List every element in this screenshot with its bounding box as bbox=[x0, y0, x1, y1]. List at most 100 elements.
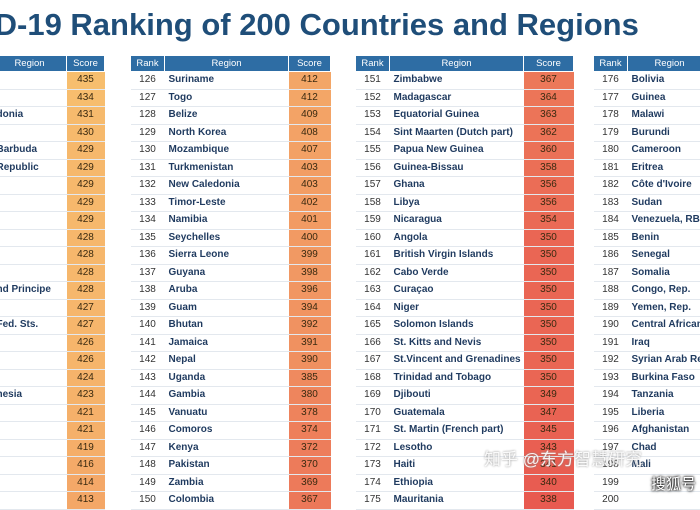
rank-cell: 175 bbox=[356, 492, 390, 510]
score-header: Score bbox=[524, 56, 574, 72]
region-cell bbox=[0, 194, 67, 212]
rank-cell: 171 bbox=[356, 422, 390, 440]
rank-cell: 163 bbox=[356, 282, 390, 300]
region-cell: nesia bbox=[0, 387, 67, 405]
rank-cell: 176 bbox=[594, 72, 628, 90]
score-cell: 413 bbox=[67, 492, 105, 510]
region-cell: Papua New Guinea bbox=[390, 142, 524, 160]
page-title: ID-19 Ranking of 200 Countries and Regio… bbox=[0, 2, 639, 48]
table-row: 428 bbox=[0, 247, 105, 265]
rank-cell: 128 bbox=[131, 107, 165, 125]
score-cell: 429 bbox=[67, 142, 105, 160]
region-cell: Equatorial Guinea bbox=[390, 107, 524, 125]
score-cell: 391 bbox=[289, 334, 331, 352]
region-header: Region bbox=[390, 56, 524, 72]
region-cell: Angola bbox=[390, 229, 524, 247]
rank-header: Rank bbox=[131, 56, 165, 72]
table-row: 200 bbox=[594, 492, 700, 510]
region-cell bbox=[0, 72, 67, 90]
region-cell: Madagascar bbox=[390, 89, 524, 107]
rank-cell: 183 bbox=[594, 194, 628, 212]
region-cell bbox=[0, 492, 67, 510]
score-cell: 428 bbox=[67, 247, 105, 265]
region-cell: Senegal bbox=[628, 247, 700, 265]
region-cell: Solomon Islands bbox=[390, 317, 524, 335]
score-cell: 350 bbox=[524, 299, 574, 317]
score-cell: 414 bbox=[67, 474, 105, 492]
table-row: 429 bbox=[0, 212, 105, 230]
region-cell: Iraq bbox=[628, 334, 700, 352]
region-cell: Curaçao bbox=[390, 282, 524, 300]
region-cell: Guinea-Bissau bbox=[390, 159, 524, 177]
rank-cell: 173 bbox=[356, 457, 390, 475]
rank-cell: 148 bbox=[131, 457, 165, 475]
region-cell bbox=[0, 212, 67, 230]
score-cell: 362 bbox=[524, 124, 574, 142]
table-row: 419 bbox=[0, 439, 105, 457]
score-cell: 370 bbox=[289, 457, 331, 475]
rank-cell: 126 bbox=[131, 72, 165, 90]
rank-cell: 130 bbox=[131, 142, 165, 160]
region-cell bbox=[0, 474, 67, 492]
score-cell: 380 bbox=[289, 387, 331, 405]
score-cell: 372 bbox=[289, 439, 331, 457]
score-cell: 421 bbox=[67, 422, 105, 440]
score-cell: 431 bbox=[67, 107, 105, 125]
score-cell: 350 bbox=[524, 229, 574, 247]
rank-cell: 174 bbox=[356, 474, 390, 492]
rank-cell: 169 bbox=[356, 387, 390, 405]
region-cell: Libya bbox=[390, 194, 524, 212]
region-cell: Bolivia bbox=[628, 72, 700, 90]
rank-cell: 162 bbox=[356, 264, 390, 282]
region-cell: Zambia bbox=[165, 474, 289, 492]
table-row: 429 bbox=[0, 194, 105, 212]
score-cell: 367 bbox=[524, 72, 574, 90]
rank-cell: 191 bbox=[594, 334, 628, 352]
region-cell: North Korea bbox=[165, 124, 289, 142]
score-cell: 416 bbox=[67, 457, 105, 475]
region-cell: Barbuda bbox=[0, 142, 67, 160]
region-cell: Djibouti bbox=[390, 387, 524, 405]
score-cell: 423 bbox=[67, 387, 105, 405]
region-cell: Cabo Verde bbox=[390, 264, 524, 282]
score-cell: 367 bbox=[289, 492, 331, 510]
region-cell bbox=[0, 124, 67, 142]
rank-cell: 161 bbox=[356, 247, 390, 265]
region-cell: Guam bbox=[165, 299, 289, 317]
rank-cell: 164 bbox=[356, 299, 390, 317]
rank-cell: 160 bbox=[356, 229, 390, 247]
score-cell: 390 bbox=[289, 352, 331, 370]
table-row: 426 bbox=[0, 334, 105, 352]
table-row: 428 bbox=[0, 264, 105, 282]
region-header: Region bbox=[165, 56, 289, 72]
region-cell: Benin bbox=[628, 229, 700, 247]
watermark-zhihu: 知乎 @东方智慧研究 bbox=[484, 445, 642, 470]
rank-cell: 149 bbox=[131, 474, 165, 492]
rank-cell: 129 bbox=[131, 124, 165, 142]
region-cell: Suriname bbox=[165, 72, 289, 90]
score-cell: 427 bbox=[67, 299, 105, 317]
region-cell: Ethiopia bbox=[390, 474, 524, 492]
score-cell: 350 bbox=[524, 317, 574, 335]
region-cell: Uganda bbox=[165, 369, 289, 387]
